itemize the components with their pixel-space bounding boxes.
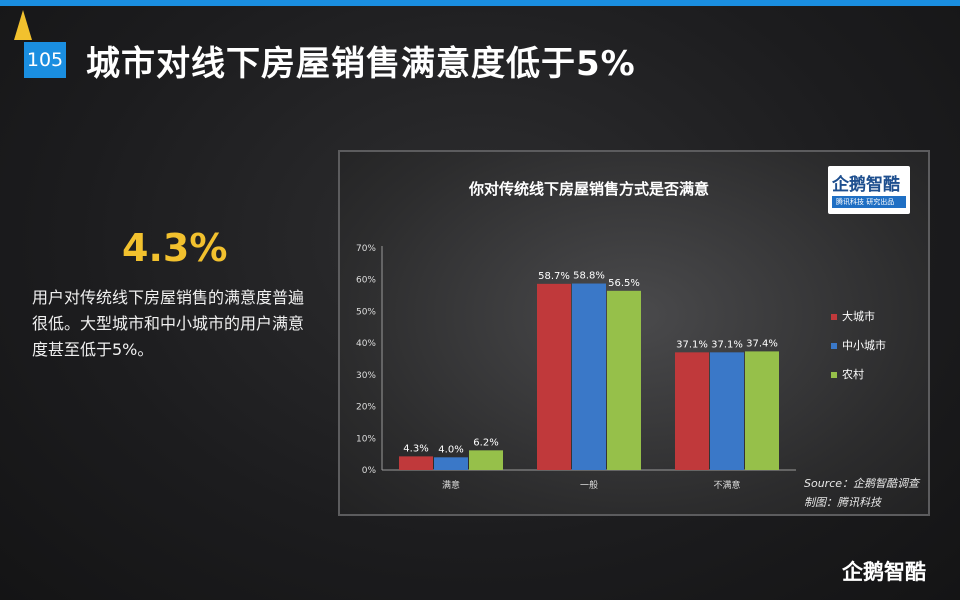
y-tick-label: 70% [356, 244, 376, 254]
bar-chart: 你对传统线下房屋销售方式是否满意 0% 10% 20% 30% 40% 50% 60% 70% 4… [356, 180, 886, 491]
description-text: 用户对传统线下房屋销售的满意度普遍很低。大型城市和中小城市的用户满意度甚至低于5… [32, 288, 305, 359]
legend-swatch [831, 314, 837, 320]
brand-logo: 企鹅智酷 [842, 560, 926, 584]
legend-label: 农村 [842, 367, 864, 381]
bar [745, 351, 779, 470]
y-tick-label: 10% [356, 434, 376, 444]
chart-logo-strip [832, 196, 906, 208]
data-label: 56.5% [608, 278, 640, 289]
chart-logo: 企鹅智酷 腾讯科技 研究出品 [828, 166, 910, 214]
bar [537, 283, 571, 470]
data-label: 37.1% [711, 339, 743, 350]
page-title: 城市对线下房屋销售满意度低于5% [86, 44, 636, 84]
chart-logo-text: 企鹅智酷 [832, 175, 900, 195]
data-label: 4.3% [403, 443, 428, 454]
data-label: 4.0% [438, 444, 463, 455]
bar [572, 283, 606, 470]
x-tick-label: 一般 [580, 479, 598, 491]
legend-label: 中小城市 [842, 338, 886, 352]
highlight-value: 4.3% [122, 226, 228, 270]
legend-label: 大城市 [842, 309, 875, 323]
triangle-decoration [14, 10, 32, 40]
chart-panel: 你对传统线下房屋销售方式是否满意 0% 10% 20% 30% 40% 50% 60% 70% 4… [338, 150, 930, 516]
y-tick-label: 0% [362, 466, 377, 476]
data-label: 37.4% [746, 338, 778, 349]
page-number: 105 [24, 42, 66, 78]
data-label: 58.8% [573, 271, 605, 282]
maker-line: 制图：腾讯科技 [804, 496, 881, 509]
source-line: Source：企鹅智酷调查 [804, 477, 920, 490]
y-tick-label: 20% [356, 403, 376, 413]
data-label: 58.7% [538, 271, 570, 282]
chart-source: Source：企鹅智酷调查 制图：腾讯科技 [804, 474, 919, 512]
data-label: 37.1% [676, 339, 708, 350]
bar [607, 290, 641, 470]
bar [399, 456, 433, 470]
bar [710, 352, 744, 470]
bar [469, 450, 503, 470]
y-tick-label: 30% [356, 371, 376, 381]
x-tick-label: 满意 [442, 479, 460, 491]
bar [675, 352, 709, 470]
y-tick-label: 50% [356, 307, 376, 317]
data-label: 6.2% [473, 437, 498, 448]
bar [434, 457, 468, 470]
x-tick-label: 不满意 [713, 479, 740, 491]
y-tick-label: 60% [356, 276, 376, 286]
top-accent-bar [0, 0, 960, 6]
legend-swatch [831, 372, 837, 378]
chart-logo-subtitle: 腾讯科技 研究出品 [836, 198, 895, 206]
chart-title: 你对传统线下房屋销售方式是否满意 [468, 180, 709, 198]
legend-swatch [831, 343, 837, 349]
y-tick-label: 40% [356, 339, 376, 349]
